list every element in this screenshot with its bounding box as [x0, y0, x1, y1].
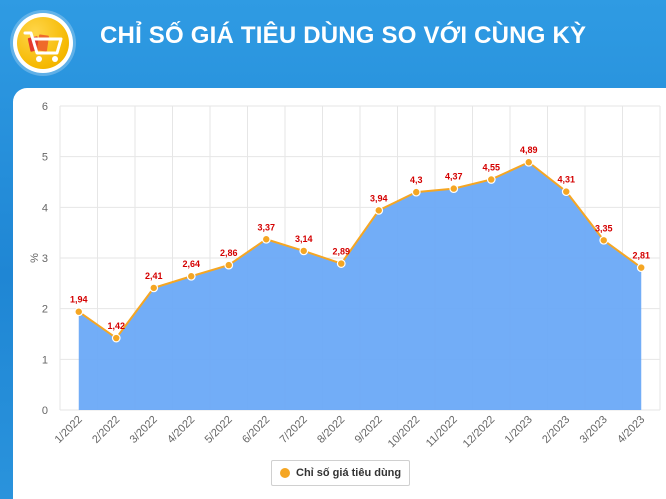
x-tick-label: 2/2022 [90, 414, 122, 446]
data-label: 1,94 [70, 295, 88, 305]
logo [13, 13, 73, 73]
data-label: 1,42 [107, 321, 125, 331]
y-tick-label: 2 [42, 304, 48, 316]
x-tick-label: 3/2022 [128, 414, 160, 446]
data-point [561, 187, 571, 197]
data-label: 3,94 [370, 193, 388, 203]
data-label: 4,37 [445, 172, 463, 182]
data-point [149, 283, 159, 293]
header: CHỈ SỐ GIÁ TIÊU DÙNG SO VỚI CÙNG KỲ [0, 0, 666, 88]
legend-marker [280, 468, 290, 478]
y-tick-label: 0 [42, 405, 48, 417]
data-label: 2,41 [145, 271, 163, 281]
series-area [78, 162, 642, 410]
y-tick-label: 4 [42, 202, 48, 214]
data-point [599, 235, 609, 245]
data-label: 2,64 [182, 259, 200, 269]
x-tick-label: 7/2022 [278, 414, 310, 446]
x-tick-label: 10/2022 [386, 414, 423, 451]
x-tick-label: 6/2022 [240, 414, 272, 446]
x-tick-label: 5/2022 [203, 414, 235, 446]
data-label: 3,35 [595, 223, 613, 233]
x-tick-label: 11/2022 [424, 414, 460, 450]
data-point [299, 246, 309, 256]
x-tick-label: 2/2023 [540, 414, 572, 446]
x-tick-label: 1/2023 [503, 414, 535, 446]
data-point [486, 175, 496, 184]
y-tick-label: 3 [42, 253, 48, 265]
x-tick-label: 12/2022 [461, 414, 498, 451]
data-point [74, 307, 84, 317]
data-label: 2,81 [632, 251, 650, 261]
x-tick-label: 1/2022 [53, 414, 85, 446]
x-tick-label: 9/2022 [353, 414, 385, 446]
data-label: 4,3 [410, 175, 423, 185]
page-title: CHỈ SỐ GIÁ TIÊU DÙNG SO VỚI CÙNG KỲ [100, 22, 587, 49]
y-tick-label: 1 [42, 354, 48, 366]
data-label: 4,55 [482, 162, 500, 172]
data-label: 2,89 [332, 247, 350, 257]
data-point [411, 187, 421, 197]
data-label: 3,14 [295, 234, 313, 244]
legend-label: Chỉ số giá tiêu dùng [296, 467, 402, 479]
x-tick-label: 4/2023 [615, 414, 647, 446]
x-tick-label: 4/2022 [165, 414, 197, 446]
data-point [449, 184, 459, 193]
data-point [636, 263, 646, 273]
shopping-cart-icon [23, 31, 63, 62]
data-point [224, 260, 234, 270]
data-label: 4,89 [520, 145, 538, 155]
data-point [524, 157, 534, 167]
data-point [336, 259, 346, 268]
x-tick-label: 8/2022 [315, 414, 347, 446]
y-axis-label: % [29, 253, 41, 263]
legend-item[interactable]: Chỉ số giá tiêu dùng [271, 460, 411, 486]
y-tick-label: 6 [42, 101, 48, 113]
data-label: 2,86 [220, 248, 238, 258]
data-point [374, 205, 384, 215]
data-point [111, 333, 121, 343]
series-line [78, 161, 642, 340]
x-tick-label: 3/2023 [578, 414, 610, 446]
y-tick-label: 5 [42, 152, 48, 164]
data-point [261, 234, 271, 244]
data-label: 3,37 [257, 222, 275, 232]
data-label: 4,31 [557, 175, 575, 185]
data-point [186, 271, 196, 281]
